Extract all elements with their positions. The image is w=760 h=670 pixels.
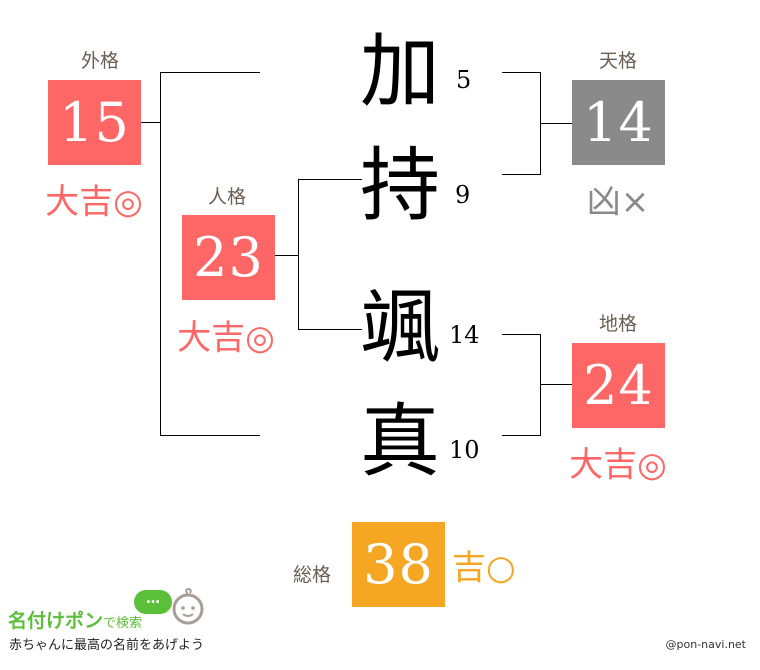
stroke-count: 5 bbox=[456, 66, 472, 94]
connector-line bbox=[274, 255, 298, 256]
connector-line bbox=[540, 384, 572, 385]
connector-line bbox=[502, 174, 540, 175]
connector-line bbox=[502, 435, 540, 436]
gaikaku-fortune: 大吉◎ bbox=[45, 182, 143, 222]
jinkaku-fortune: 大吉◎ bbox=[177, 318, 275, 358]
connector-line bbox=[298, 179, 362, 180]
connector-line bbox=[160, 72, 260, 73]
connector-line bbox=[160, 72, 161, 436]
soukaku-value: 38 bbox=[352, 522, 445, 607]
connector-line bbox=[540, 334, 541, 436]
connector-line bbox=[298, 329, 362, 330]
soukaku-fortune: 吉○ bbox=[452, 548, 516, 588]
site-logo[interactable]: 名付けポンで検索 bbox=[8, 606, 142, 633]
tenkaku-fortune: 凶× bbox=[586, 182, 650, 222]
logo-title: 名付けポン bbox=[8, 610, 104, 632]
connector-line bbox=[141, 122, 160, 123]
name-char: 真 bbox=[360, 395, 440, 488]
jinkaku-label: 人格 bbox=[207, 186, 246, 208]
baby-face-icon bbox=[172, 587, 204, 625]
name-char: 加 bbox=[360, 25, 440, 118]
stroke-count: 10 bbox=[449, 436, 480, 464]
chikaku-value: 24 bbox=[572, 343, 665, 428]
soukaku-label: 総格 bbox=[292, 564, 331, 586]
tenkaku-value: 14 bbox=[572, 80, 665, 165]
tagline: 赤ちゃんに最高の名前をあげよう bbox=[9, 638, 205, 653]
connector-line bbox=[502, 72, 540, 73]
name-char: 持 bbox=[360, 139, 440, 232]
site-credit: @pon-navi.net bbox=[665, 638, 746, 651]
stroke-count: 9 bbox=[455, 181, 471, 209]
connector-line bbox=[298, 179, 299, 330]
chikaku-fortune: 大吉◎ bbox=[569, 445, 667, 485]
connector-line bbox=[502, 334, 540, 335]
name-char: 颯 bbox=[360, 281, 440, 374]
connector-line bbox=[160, 435, 260, 436]
stroke-count: 14 bbox=[449, 321, 480, 349]
tenkaku-label: 天格 bbox=[598, 50, 637, 72]
connector-line bbox=[540, 123, 572, 124]
gaikaku-label: 外格 bbox=[80, 50, 119, 72]
speech-bubble-icon: … bbox=[134, 590, 172, 614]
gaikaku-value: 15 bbox=[48, 80, 141, 165]
jinkaku-value: 23 bbox=[182, 215, 275, 300]
logo-sub: で検索 bbox=[103, 616, 143, 631]
chikaku-label: 地格 bbox=[598, 313, 637, 335]
